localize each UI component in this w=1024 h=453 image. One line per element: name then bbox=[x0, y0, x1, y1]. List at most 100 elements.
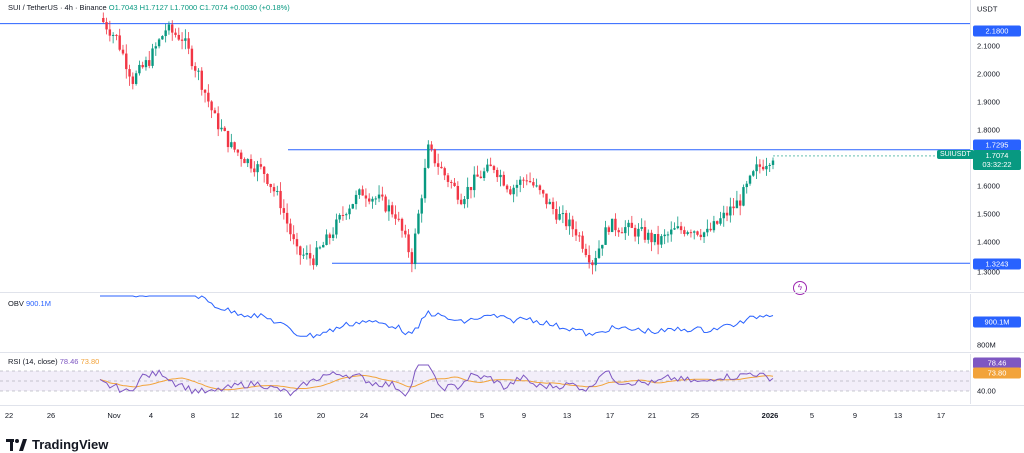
time-tick: Nov bbox=[107, 411, 121, 420]
candle bbox=[633, 227, 637, 237]
brand-name: TradingView bbox=[32, 437, 109, 452]
obv-tick: 800M bbox=[977, 340, 996, 350]
price-tick: 1.6000 bbox=[977, 181, 1000, 191]
time-axis[interactable]: 22 26 Nov 4 8 12 16 20 24 Dec 5 9 13 17 … bbox=[0, 408, 970, 426]
obv-legend: OBV 900.1M bbox=[8, 299, 51, 308]
candle bbox=[253, 168, 256, 173]
candle bbox=[345, 214, 348, 216]
candle bbox=[735, 200, 739, 209]
pane-divider[interactable] bbox=[0, 352, 1024, 353]
price-scale[interactable]: USDT 2.1800 2.1000 2.0000 1.9000 1.8000 … bbox=[970, 0, 1024, 290]
candle bbox=[361, 189, 364, 196]
candle bbox=[269, 183, 272, 188]
candle bbox=[138, 64, 141, 74]
time-tick: 9 bbox=[852, 411, 858, 420]
candle bbox=[725, 212, 729, 216]
candle bbox=[131, 76, 135, 84]
rsi-band bbox=[0, 371, 970, 391]
pane-divider[interactable] bbox=[0, 292, 1024, 293]
candle bbox=[446, 175, 450, 182]
time-tick: 16 bbox=[273, 411, 283, 420]
candle bbox=[111, 34, 115, 36]
time-tick: Dec bbox=[430, 411, 444, 420]
candle bbox=[601, 244, 604, 249]
candle bbox=[194, 66, 197, 71]
time-tick: 24 bbox=[359, 411, 369, 420]
candle bbox=[499, 174, 502, 178]
candle bbox=[394, 214, 397, 219]
candle bbox=[479, 176, 483, 179]
rsi-pane[interactable]: RSI (14, close) 78.46 73.80 bbox=[0, 354, 970, 404]
candle bbox=[459, 199, 463, 205]
candle bbox=[427, 144, 430, 168]
candle bbox=[761, 166, 765, 170]
candle bbox=[430, 144, 433, 150]
candle bbox=[289, 223, 292, 235]
candle bbox=[282, 208, 286, 213]
candle bbox=[148, 60, 151, 66]
rsi-ma-tag: 73.80 bbox=[973, 367, 1021, 379]
candle bbox=[660, 236, 663, 245]
candle bbox=[108, 29, 112, 36]
price-pane[interactable]: SUI / TetherUS · 4h · Binance O1.7043 H1… bbox=[0, 0, 970, 295]
candle bbox=[469, 186, 473, 191]
candle bbox=[525, 180, 528, 182]
candle bbox=[679, 226, 683, 231]
candle bbox=[413, 233, 417, 265]
candle bbox=[134, 73, 138, 84]
candle bbox=[620, 232, 624, 234]
candle bbox=[325, 234, 328, 245]
time-tick: 25 bbox=[690, 411, 700, 420]
candle bbox=[187, 38, 190, 49]
candle bbox=[663, 234, 666, 237]
candle bbox=[174, 32, 177, 35]
candle bbox=[368, 198, 371, 202]
low-value: L1.7000 bbox=[170, 3, 198, 12]
candle bbox=[233, 142, 236, 150]
candle bbox=[768, 164, 771, 166]
time-tick: 17 bbox=[605, 411, 615, 420]
price-legend: SUI / TetherUS · 4h · Binance O1.7043 H1… bbox=[8, 3, 290, 12]
currency-label[interactable]: USDT bbox=[977, 4, 998, 14]
candle bbox=[765, 165, 768, 170]
candle bbox=[519, 179, 522, 185]
candlestick-chart[interactable] bbox=[0, 0, 970, 290]
candle bbox=[528, 181, 532, 183]
bolt-icon[interactable]: ϟ bbox=[793, 281, 807, 295]
candle bbox=[164, 30, 167, 37]
candle bbox=[407, 234, 410, 253]
last-price-tag: 1.7074 03:32:22 bbox=[973, 150, 1021, 170]
candle bbox=[571, 219, 574, 230]
obv-chart[interactable] bbox=[0, 294, 970, 350]
candle bbox=[578, 235, 581, 237]
rsi-label[interactable]: RSI (14, close) bbox=[8, 357, 58, 366]
tradingview-logo[interactable]: TradingView bbox=[6, 437, 108, 452]
time-tick: 26 bbox=[46, 411, 56, 420]
rsi-chart[interactable] bbox=[0, 354, 970, 404]
rsi-tick: 40.00 bbox=[977, 386, 996, 396]
candle bbox=[200, 70, 203, 90]
rsi-scale[interactable]: 78.46 73.80 40.00 bbox=[970, 354, 1024, 404]
candle bbox=[670, 229, 673, 235]
candle bbox=[476, 174, 479, 177]
candle bbox=[630, 222, 634, 228]
price-tick: 1.4000 bbox=[977, 237, 1000, 247]
candle bbox=[351, 204, 354, 209]
symbol-title[interactable]: SUI / TetherUS · 4h · Binance bbox=[8, 3, 107, 12]
candle bbox=[473, 174, 476, 191]
obv-scale[interactable]: 900.1M 800M bbox=[970, 294, 1024, 350]
time-tick: 12 bbox=[230, 411, 240, 420]
obv-label[interactable]: OBV bbox=[8, 299, 24, 308]
close-value: C1.7074 bbox=[199, 3, 228, 12]
rsi-value: 78.46 bbox=[59, 357, 79, 366]
price-tick: 1.9000 bbox=[977, 97, 1000, 107]
obv-pane[interactable]: OBV 900.1M bbox=[0, 294, 970, 350]
open-value: O1.7043 bbox=[108, 3, 138, 12]
candle bbox=[673, 228, 676, 230]
candle bbox=[207, 92, 210, 102]
candle bbox=[128, 69, 131, 77]
candle bbox=[538, 185, 542, 191]
rsi-legend: RSI (14, close) 78.46 73.80 bbox=[8, 357, 99, 366]
candle bbox=[719, 218, 722, 224]
support-tag: 1.3243 bbox=[973, 258, 1021, 270]
